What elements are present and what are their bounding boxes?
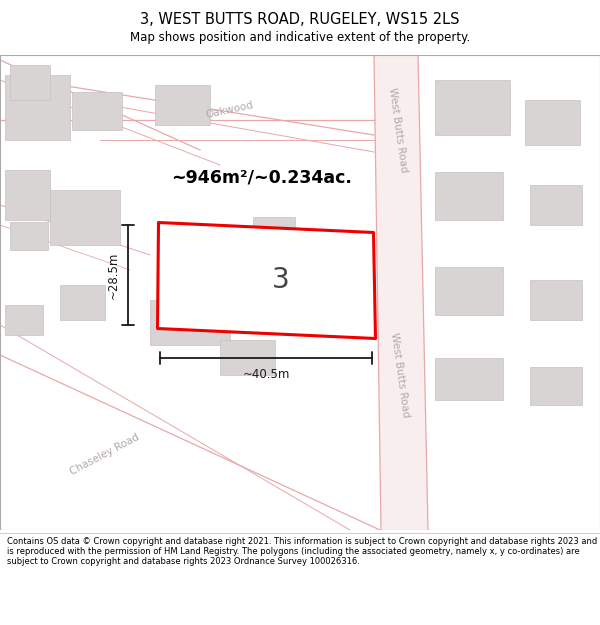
- Text: Contains OS data © Crown copyright and database right 2021. This information is : Contains OS data © Crown copyright and d…: [7, 537, 598, 566]
- Text: ~40.5m: ~40.5m: [242, 368, 290, 381]
- Text: Oakwood: Oakwood: [205, 100, 255, 120]
- Text: West Butts Road: West Butts Road: [389, 332, 411, 418]
- Text: ~946m²/~0.234ac.: ~946m²/~0.234ac.: [172, 169, 352, 187]
- Text: Map shows position and indicative extent of the property.: Map shows position and indicative extent…: [130, 31, 470, 44]
- Text: 3: 3: [272, 266, 290, 294]
- Text: 3, WEST BUTTS ROAD, RUGELEY, WS15 2LS: 3, WEST BUTTS ROAD, RUGELEY, WS15 2LS: [140, 12, 460, 27]
- Text: Chaseley Road: Chaseley Road: [68, 432, 142, 478]
- Text: ~28.5m: ~28.5m: [107, 251, 119, 299]
- Text: West Butts Road: West Butts Road: [387, 87, 409, 173]
